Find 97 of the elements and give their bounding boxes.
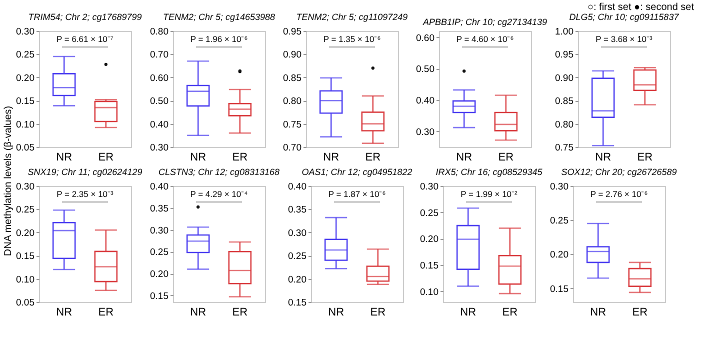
- y-tick-label: 0.40: [150, 119, 168, 130]
- annotation: P = 1.87 × 10⁻⁶: [328, 189, 386, 199]
- chart-title: APBB1IP; Chr 10; cg27134139: [422, 17, 548, 27]
- y-tick-label: 0.25: [150, 247, 168, 258]
- y-tick-label: 0.50: [150, 96, 168, 108]
- y-tick-label: 0.70: [150, 50, 168, 61]
- y-tick-label: 0.25: [550, 216, 568, 227]
- y-tick-label: 0.80: [283, 96, 302, 108]
- y-tick-label: 0.20: [420, 234, 438, 246]
- y-tick-label: 0.20: [16, 72, 34, 84]
- y-tick-label: 0.10: [16, 274, 34, 286]
- y-tick-label: 0.95: [555, 50, 574, 61]
- y-tick-label: 0.20: [550, 250, 568, 261]
- chart-title: OAS1; Chr 12; cg04951822: [302, 167, 412, 177]
- chart-title: CLSTN3; Chr 12; cg08313168: [158, 167, 280, 177]
- x-tick-label: ER: [98, 306, 114, 318]
- x-tick-label: NR: [190, 306, 206, 318]
- y-tick-label: 0.10: [16, 119, 34, 130]
- y-tick-label: 0.05: [16, 298, 34, 308]
- y-axis-title: DNA methylation levels (β-values): [3, 106, 14, 256]
- annotation: P = 6.61 × 10⁻⁷: [56, 34, 114, 44]
- y-tick-label: 0.30: [150, 225, 168, 236]
- y-tick-label: 0.25: [288, 251, 306, 262]
- y-tick-label: 0.40: [288, 182, 306, 192]
- y-tick-label: 0.35: [150, 203, 168, 214]
- y-tick-label: 1.00: [555, 26, 574, 38]
- y-tick-label: 0.60: [416, 32, 434, 44]
- x-tick-label: NR: [328, 306, 344, 318]
- y-tick-label: 0.80: [555, 119, 574, 130]
- chart-title: DLG5; Chr 10; cg09115837: [569, 12, 680, 22]
- y-tick-label: 0.95: [283, 26, 302, 38]
- y-tick-label: 0.30: [288, 228, 306, 239]
- y-tick-label: 0.85: [283, 72, 302, 84]
- x-tick-label: NR: [460, 306, 476, 318]
- x-tick-label: NR: [456, 152, 472, 164]
- x-tick-label: ER: [370, 306, 386, 318]
- x-tick-label: ER: [232, 306, 248, 318]
- y-tick-label: 0.15: [550, 284, 568, 295]
- y-tick-label: 0.05: [16, 142, 34, 154]
- x-tick-label: ER: [502, 306, 518, 318]
- y-tick-label: 0.25: [16, 50, 34, 61]
- chart-title: IRX5; Chr 16; cg08529345: [436, 167, 544, 177]
- y-tick-label: 0.10: [420, 286, 438, 298]
- x-tick-label: ER: [632, 306, 648, 318]
- y-tick-label: 0.40: [150, 182, 168, 192]
- chart-title: SOX12; Chr 20; cg26726589: [561, 167, 677, 177]
- x-tick-label: NR: [323, 152, 340, 164]
- y-tick-label: 0.20: [288, 274, 306, 286]
- annotation: P = 1.35 × 10⁻⁶: [323, 34, 381, 44]
- x-tick-label: ER: [637, 152, 653, 164]
- y-tick-label: 0.15: [16, 96, 34, 108]
- x-tick-label: NR: [190, 152, 206, 164]
- x-tick-label: ER: [498, 152, 514, 164]
- y-tick-label: 0.15: [288, 298, 306, 308]
- y-tick-label: 0.70: [283, 142, 302, 154]
- y-tick-label: 0.30: [150, 142, 168, 154]
- y-tick-label: 0.60: [150, 72, 168, 84]
- x-tick-label: NR: [56, 306, 72, 318]
- y-tick-label: 0.30: [16, 182, 34, 192]
- y-tick-label: 0.50: [416, 64, 434, 76]
- annotation: P = 1.96 × 10⁻⁶: [190, 34, 248, 44]
- y-tick-label: 0.20: [150, 269, 168, 280]
- annotation: P = 4.60 × 10⁻⁶: [456, 34, 514, 44]
- y-tick-label: 0.15: [150, 290, 168, 302]
- y-tick-label: 0.30: [420, 182, 438, 192]
- x-tick-label: ER: [98, 152, 114, 164]
- y-tick-label: 0.20: [16, 228, 34, 239]
- annotation: P = 3.68 × 10⁻³: [596, 34, 653, 44]
- chart-title: TRIM54; Chr 2; cg17689799: [28, 12, 142, 22]
- y-tick-label: 0.85: [555, 96, 574, 108]
- y-tick-label: 0.30: [550, 182, 568, 192]
- annotation: P = 1.99 × 10⁻²: [460, 189, 518, 199]
- y-tick-label: 0.30: [416, 126, 434, 138]
- annotation: P = 2.76 × 10⁻⁶: [590, 189, 648, 199]
- annotation: P = 2.35 × 10⁻³: [56, 189, 114, 199]
- y-tick-label: 0.30: [16, 26, 34, 38]
- y-tick-label: 0.25: [16, 204, 34, 216]
- y-tick-label: 0.90: [283, 50, 302, 61]
- y-tick-label: 0.90: [555, 72, 574, 84]
- y-tick-label: 0.75: [555, 142, 574, 154]
- y-tick-label: 0.25: [420, 208, 438, 219]
- y-tick-label: 0.35: [288, 204, 306, 216]
- x-tick-label: ER: [365, 152, 381, 164]
- y-tick-label: 0.75: [283, 119, 302, 130]
- x-tick-label: NR: [595, 152, 612, 164]
- annotation: P = 4.29 × 10⁻⁴: [190, 189, 248, 199]
- x-tick-label: ER: [232, 152, 248, 164]
- chart-title: TENM2; Chr 5; cg11097249: [296, 12, 408, 22]
- chart-title: SNX19; Chr 11; cg02624129: [28, 167, 142, 177]
- text: ○: first set ●: second set: [587, 2, 694, 13]
- y-tick-label: 0.80: [150, 26, 168, 38]
- x-tick-label: NR: [590, 306, 606, 318]
- chart-title: TENM2; Chr 5; cg14653988: [162, 12, 276, 22]
- x-tick-label: NR: [56, 152, 72, 164]
- y-tick-label: 0.40: [416, 95, 434, 106]
- y-tick-label: 0.15: [16, 251, 34, 262]
- y-tick-label: 0.15: [420, 260, 438, 272]
